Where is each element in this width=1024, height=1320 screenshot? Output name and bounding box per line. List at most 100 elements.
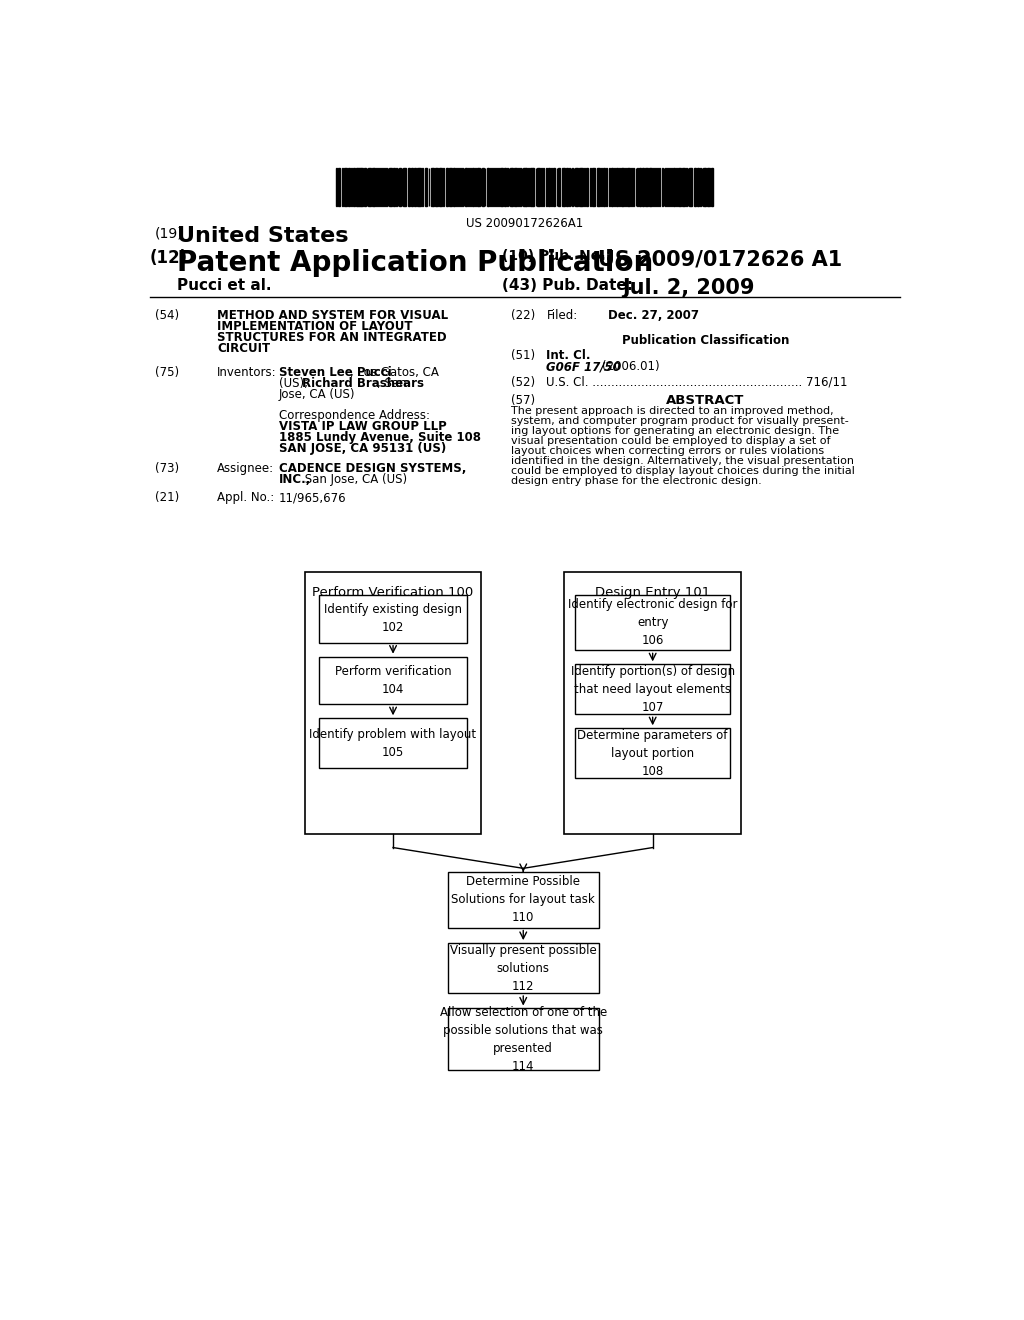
Bar (344, 168, 347, 206)
Bar (482, 168, 483, 206)
Text: Determine parameters of
layout portion
108: Determine parameters of layout portion 1… (578, 729, 728, 777)
Bar (518, 168, 519, 206)
Bar (579, 168, 581, 206)
Text: US 20090172626A1: US 20090172626A1 (466, 216, 584, 230)
Bar (399, 168, 400, 206)
Bar (447, 1008, 599, 1071)
Bar (472, 168, 474, 206)
Text: (73): (73) (155, 462, 179, 475)
Bar (592, 168, 595, 206)
Text: Publication Classification: Publication Classification (622, 334, 790, 347)
Bar (403, 168, 407, 206)
Bar (546, 168, 547, 206)
Bar (422, 168, 423, 206)
Text: identified in the design. Alternatively, the visual presentation: identified in the design. Alternatively,… (511, 457, 854, 466)
Text: CIRCUIT: CIRCUIT (217, 342, 270, 355)
Text: Identify problem with layout
105: Identify problem with layout 105 (309, 727, 476, 759)
Bar (514, 168, 517, 206)
Text: Patent Application Publication: Patent Application Publication (177, 249, 653, 277)
Text: Jul. 2, 2009: Jul. 2, 2009 (623, 277, 755, 298)
Bar (436, 168, 438, 206)
Bar (389, 168, 392, 206)
Text: Inventors:: Inventors: (217, 367, 276, 379)
Bar (678, 168, 681, 206)
Text: ABSTRACT: ABSTRACT (667, 395, 744, 407)
Text: layout choices when correcting errors or rules violations: layout choices when correcting errors or… (511, 446, 824, 457)
Text: G06F 17/50: G06F 17/50 (547, 360, 622, 374)
Text: United States: United States (177, 226, 348, 246)
Text: The present approach is directed to an improved method,: The present approach is directed to an i… (511, 407, 834, 416)
Bar (650, 168, 652, 206)
Text: Perform Verification 100: Perform Verification 100 (312, 586, 474, 599)
Bar (456, 168, 458, 206)
Text: 11/965,676: 11/965,676 (280, 491, 347, 504)
Text: could be employed to display layout choices during the initial: could be employed to display layout choi… (511, 466, 855, 477)
Text: VISTA IP LAW GROUP LLP: VISTA IP LAW GROUP LLP (280, 420, 446, 433)
Text: Steven Lee Pucci: Steven Lee Pucci (280, 367, 392, 379)
Text: STRUCTURES FOR AN INTEGRATED: STRUCTURES FOR AN INTEGRATED (217, 331, 446, 345)
Bar (575, 595, 730, 651)
Bar (348, 168, 349, 206)
Text: design entry phase for the electronic design.: design entry phase for the electronic de… (511, 477, 762, 486)
Bar (414, 168, 417, 206)
Text: Assignee:: Assignee: (217, 462, 274, 475)
Bar (417, 168, 419, 206)
Text: (22): (22) (511, 309, 536, 322)
Text: IMPLEMENTATION OF LAYOUT: IMPLEMENTATION OF LAYOUT (217, 321, 413, 333)
Bar (372, 168, 374, 206)
Bar (393, 168, 395, 206)
Bar (305, 572, 481, 834)
Text: INC.,: INC., (280, 473, 311, 486)
Bar (465, 168, 467, 206)
Bar (440, 168, 442, 206)
Bar (682, 168, 685, 206)
Bar (548, 168, 550, 206)
Bar (319, 718, 467, 768)
Bar (703, 168, 705, 206)
Bar (645, 168, 648, 206)
Bar (627, 168, 630, 206)
Text: Visually present possible
solutions
112: Visually present possible solutions 112 (450, 944, 597, 993)
Text: US 2009/0172626 A1: US 2009/0172626 A1 (598, 249, 842, 269)
Bar (431, 168, 432, 206)
Bar (608, 168, 610, 206)
Bar (336, 168, 337, 206)
Text: Dec. 27, 2007: Dec. 27, 2007 (608, 309, 699, 322)
Text: Perform verification
104: Perform verification 104 (335, 665, 452, 696)
Bar (590, 168, 592, 206)
Bar (447, 942, 599, 993)
Text: (52): (52) (511, 376, 535, 388)
Text: Design Entry 101: Design Entry 101 (595, 586, 711, 599)
Text: Pucci et al.: Pucci et al. (177, 277, 271, 293)
Bar (709, 168, 710, 206)
Text: ing layout options for generating an electronic design. The: ing layout options for generating an ele… (511, 426, 839, 437)
Text: (12): (12) (150, 249, 187, 267)
Bar (530, 168, 532, 206)
Text: (10) Pub. No.:: (10) Pub. No.: (502, 249, 610, 263)
Bar (586, 168, 589, 206)
Bar (478, 168, 480, 206)
Bar (449, 168, 452, 206)
Bar (319, 656, 467, 705)
Bar (510, 168, 512, 206)
Text: system, and computer program product for visually present-: system, and computer program product for… (511, 416, 849, 426)
Text: Richard Brashears: Richard Brashears (302, 378, 424, 391)
Bar (673, 168, 675, 206)
Text: , San: , San (377, 378, 407, 391)
Text: Identify existing design
102: Identify existing design 102 (324, 603, 462, 635)
Bar (623, 168, 624, 206)
Text: visual presentation could be employed to display a set of: visual presentation could be employed to… (511, 437, 830, 446)
Bar (564, 572, 741, 834)
Text: , Los Gatos, CA: , Los Gatos, CA (350, 367, 439, 379)
Bar (319, 595, 467, 643)
Text: U.S. Cl. ........................................................ 716/11: U.S. Cl. ...............................… (547, 376, 848, 388)
Text: (2006.01): (2006.01) (602, 360, 659, 374)
Text: Identify electronic design for
entry
106: Identify electronic design for entry 106 (568, 598, 737, 647)
Bar (676, 168, 678, 206)
Bar (652, 168, 654, 206)
Text: (US);: (US); (280, 378, 312, 391)
Bar (523, 168, 525, 206)
Bar (489, 168, 492, 206)
Bar (361, 168, 362, 206)
Bar (538, 168, 541, 206)
